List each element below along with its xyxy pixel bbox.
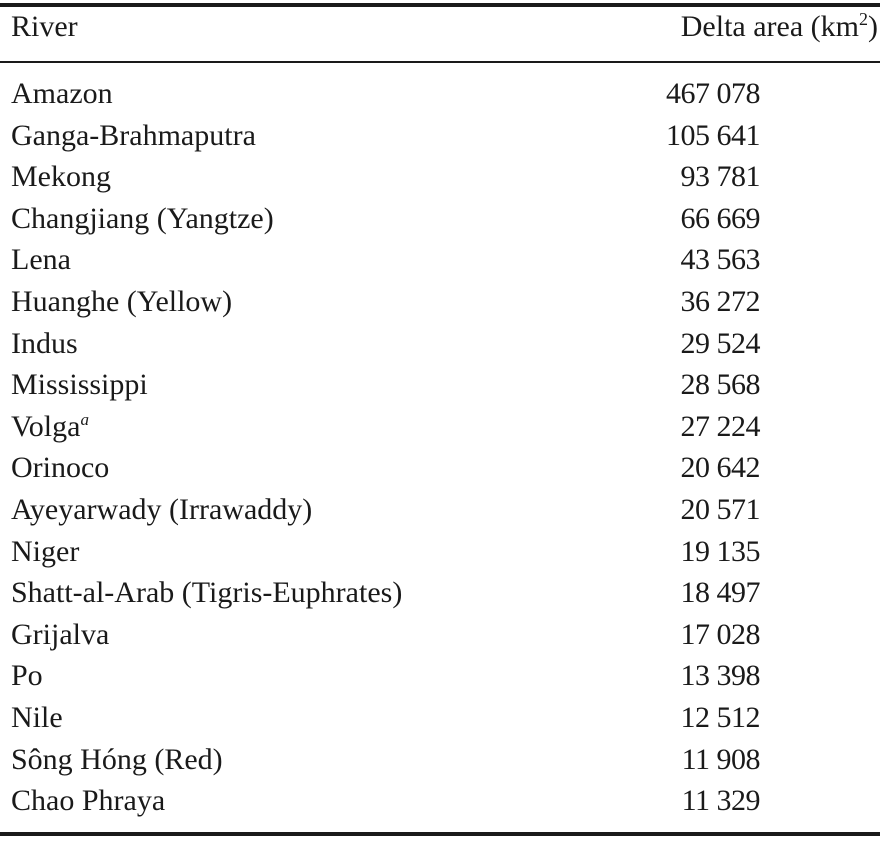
delta-area-value: 467 078 (666, 77, 761, 110)
river-name: Mississippi (11, 368, 148, 402)
river-name-cell: Nile (11, 697, 63, 739)
table-row: Orinoco 20 642 (0, 447, 880, 489)
river-name-cell: Amazon (11, 73, 113, 115)
river-name-cell: Orinoco (11, 447, 109, 489)
river-name: Orinoco (11, 451, 110, 485)
delta-area-value: 66 669 (680, 201, 761, 235)
delta-area-value: 11 329 (681, 784, 761, 818)
delta-area-value: 12 512 (680, 700, 761, 734)
delta-area-value: 18 497 (680, 576, 761, 610)
footnote-marker: a (80, 409, 89, 429)
river-column-header: River (11, 10, 78, 43)
river-name: Mekong (11, 160, 111, 194)
table-row: Niger 19 135 (0, 531, 880, 573)
river-name: Ayeyarwady (Irrawaddy) (11, 492, 313, 526)
river-name: Indus (11, 326, 78, 360)
table-row: Grijalva 17 028 (0, 614, 880, 656)
table-row: Mississippi 28 568 (0, 364, 880, 406)
river-name: Amazon (11, 77, 113, 110)
river-name: Volga (11, 409, 81, 443)
river-name: Grijalva (11, 617, 110, 651)
river-name: Changjiang (Yangtze) (11, 201, 274, 235)
delta-area-value: 17 028 (680, 617, 761, 651)
delta-area-value: 20 571 (680, 492, 761, 526)
table-row: Po 13 398 (0, 655, 880, 697)
river-name-cell: Volgaa (11, 406, 89, 448)
table-row: Lena 43 563 (0, 239, 880, 281)
river-name-cell: Mekong (11, 156, 111, 198)
delta-area-value: 27 224 (680, 409, 761, 443)
river-name-cell: Mississippi (11, 364, 148, 406)
table-header-rule (0, 61, 880, 63)
river-name-cell: Ayeyarwady (Irrawaddy) (11, 489, 312, 531)
river-name: Shatt-al-Arab (Tigris-Euphrates) (11, 576, 403, 610)
delta-area-value: 29 524 (680, 326, 761, 360)
delta-area-value: 36 272 (680, 284, 761, 318)
table-row: Huanghe (Yellow) 36 272 (0, 281, 880, 323)
river-name: Nile (11, 700, 63, 734)
table-row: Indus 29 524 (0, 323, 880, 365)
delta-area-value: 19 135 (680, 534, 761, 568)
river-name-cell: Indus (11, 323, 78, 365)
river-name-cell: Shatt-al-Arab (Tigris-Euphrates) (11, 572, 402, 614)
river-name: Niger (11, 534, 80, 568)
river-name: Ganga-Brahmaputra (11, 118, 256, 152)
table-row: Ayeyarwady (Irrawaddy) 20 571 (0, 489, 880, 531)
delta-area-header-close: ) (868, 10, 878, 43)
river-name-cell: Changjiang (Yangtze) (11, 198, 274, 240)
table-header: River Delta area (km2) (0, 10, 880, 50)
table-row: Nile 12 512 (0, 697, 880, 739)
river-name-cell: Sông Hóng (Red) (11, 739, 223, 781)
table-row: Chao Phraya 11 329 (0, 780, 880, 822)
delta-area-value: 105 641 (666, 118, 761, 152)
table-bottom-rule (0, 832, 880, 836)
river-name: Po (11, 659, 43, 693)
river-name-cell: Grijalva (11, 614, 109, 656)
table-row: Mekong 93 781 (0, 156, 880, 198)
river-name-cell: Lena (11, 239, 71, 281)
table-row: Shatt-al-Arab (Tigris-Euphrates) 18 497 (0, 572, 880, 614)
delta-area-value: 20 642 (680, 451, 761, 485)
river-name-cell: Ganga-Brahmaputra (11, 115, 256, 157)
river-name-cell: Niger (11, 531, 79, 573)
delta-area-value: 11 908 (681, 742, 761, 776)
table-row: Sông Hóng (Red) 11 908 (0, 739, 880, 781)
river-name-cell: Chao Phraya (11, 780, 165, 822)
river-name: Sông Hóng (Red) (11, 742, 223, 776)
table-row: Volgaa 27 224 (0, 406, 880, 448)
river-name: Lena (11, 243, 71, 277)
river-name: Chao Phraya (11, 784, 166, 818)
delta-area-value: 13 398 (680, 659, 761, 693)
table-body: Amazon 467 078 Ganga-Brahmaputra 105 641 Mek… (0, 73, 880, 822)
delta-area-column-header: Delta area (km2) (681, 10, 878, 44)
river-name-cell: Po (11, 655, 43, 697)
river-name-cell: Huanghe (Yellow) (11, 281, 232, 323)
table-top-rule (0, 3, 880, 7)
delta-area-value: 43 563 (680, 243, 761, 277)
table-row: Changjiang (Yangtze) 66 669 (0, 198, 880, 240)
delta-area-value: 28 568 (680, 368, 761, 402)
delta-area-header-text: Delta area (km (680, 10, 859, 43)
river-name: Huanghe (Yellow) (11, 284, 233, 318)
delta-area-value: 93 781 (680, 160, 761, 194)
table-row: Ganga-Brahmaputra 105 641 (0, 115, 880, 157)
table-row: Amazon 467 078 (0, 73, 880, 115)
delta-area-header-exponent: 2 (859, 9, 868, 29)
